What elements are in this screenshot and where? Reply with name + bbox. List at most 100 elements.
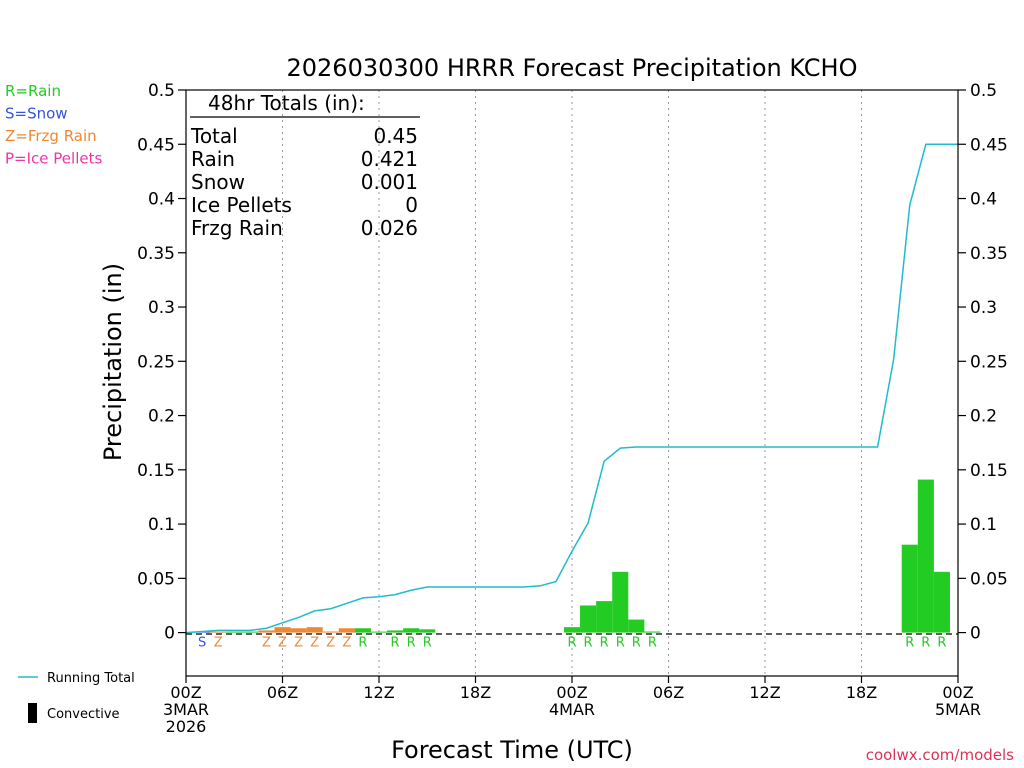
precip-bar <box>354 628 371 633</box>
y-tick-label: 0.05 <box>970 569 1008 589</box>
y-tick-label: 0.35 <box>970 244 1008 264</box>
x-tick-label: 18Z <box>846 683 877 702</box>
precip-bars <box>194 479 950 633</box>
x-tick-label: 00Z <box>170 683 201 702</box>
y-tick-label: 0.15 <box>137 461 175 481</box>
precip-bar <box>628 619 645 633</box>
precip-bar <box>338 628 355 633</box>
precip-bar <box>322 631 339 633</box>
precip-bar <box>242 631 259 633</box>
y-tick-label: 0.4 <box>148 190 175 210</box>
precip-bar <box>580 605 597 633</box>
x-tick-label: 2026 <box>166 717 207 736</box>
precip-type-label: R <box>921 636 930 651</box>
precip-type-label: Z <box>262 636 271 651</box>
series-legend-label: Convective <box>47 707 120 722</box>
grid-lines <box>282 90 862 676</box>
precip-bar <box>612 571 629 633</box>
precip-type-label: R <box>648 636 657 651</box>
y-tick-label: 0.5 <box>148 81 175 101</box>
totals-label: Ice Pellets <box>191 193 292 217</box>
totals-label: Frzg Rain <box>191 216 283 240</box>
precip-bar <box>258 630 275 633</box>
precip-bar <box>933 571 950 633</box>
totals-value: 0 <box>405 193 418 217</box>
precip-bar <box>226 631 243 633</box>
chart-title: 2026030300 HRRR Forecast Precipitation K… <box>287 54 858 82</box>
series-legend: Running Total Convective <box>18 671 135 723</box>
y-tick-label: 0.2 <box>970 407 997 427</box>
totals-label: Snow <box>191 170 245 194</box>
y-tick-label: 0.3 <box>970 298 997 318</box>
running-total-line <box>185 143 958 634</box>
type-legend: R=Rain S=Snow Z=Frzg Rain P=Ice Pellets <box>5 82 102 168</box>
x-tick-label: 12Z <box>749 683 780 702</box>
y-tick-label: 0.5 <box>970 81 997 101</box>
y-tick-label: 0.2 <box>148 407 175 427</box>
precip-type-label: R <box>423 636 432 651</box>
precip-bar <box>917 479 934 633</box>
convective-swatch <box>28 703 37 723</box>
y-tick-label: 0.45 <box>970 135 1008 155</box>
x-tick-label: 00Z <box>556 683 587 702</box>
precip-type-label: Z <box>310 636 319 651</box>
totals-label: Total <box>190 124 238 148</box>
totals-label: Rain <box>191 147 235 171</box>
precip-bar <box>274 627 291 633</box>
x-tick-label: 18Z <box>460 683 491 702</box>
precip-bar <box>901 544 918 633</box>
x-tick-label: 06Z <box>267 683 298 702</box>
precip-type-label: R <box>632 636 641 651</box>
precip-bar <box>387 630 404 633</box>
type-legend-item: R=Rain <box>5 82 61 100</box>
y-tick-label: 0.4 <box>970 190 997 210</box>
precip-bar <box>419 629 436 633</box>
precip-type-label: S <box>198 636 206 651</box>
precip-bar <box>403 628 420 633</box>
precip-type-label: R <box>905 636 914 651</box>
precip-bar <box>644 631 661 633</box>
precip-bar <box>596 601 613 633</box>
y-tick-label: 0.45 <box>137 135 175 155</box>
precip-type-label: R <box>407 636 416 651</box>
y-axis-left: 0 0.05 0.1 0.15 0.2 0.25 0.3 0.35 0.4 0.45 0.5 <box>137 81 186 644</box>
type-legend-item: S=Snow <box>5 105 68 123</box>
x-tick-label: 4MAR <box>549 700 595 719</box>
precip-type-label: R <box>567 636 576 651</box>
totals-value: 0.421 <box>361 147 418 171</box>
x-tick-label: 06Z <box>653 683 684 702</box>
precip-bar <box>210 631 227 633</box>
y-tick-label: 0 <box>164 624 175 644</box>
type-legend-item: P=Ice Pellets <box>5 150 102 168</box>
precip-bar <box>370 631 388 633</box>
x-tick-label: 5MAR <box>935 700 981 719</box>
precip-type-label: Z <box>342 636 351 651</box>
credit-text: coolwx.com/models <box>866 746 1014 764</box>
precip-type-label: R <box>600 636 609 651</box>
precip-type-label: Z <box>214 636 223 651</box>
precip-type-label: R <box>358 636 367 651</box>
y-tick-label: 0 <box>970 624 981 644</box>
y-axis-right: 0 0.05 0.1 0.15 0.2 0.25 0.3 0.35 0.4 0.45 0.5 <box>958 81 1008 644</box>
precip-bar <box>563 627 581 633</box>
precip-type-label: Z <box>326 636 335 651</box>
y-tick-label: 0.05 <box>137 569 175 589</box>
series-legend-label: Running Total <box>47 671 135 686</box>
y-tick-label: 0.3 <box>148 298 175 318</box>
totals-header: 48hr Totals (in): <box>208 91 365 115</box>
totals-value: 0.45 <box>373 124 418 148</box>
precip-type-label: R <box>584 636 593 651</box>
x-tick-label: 00Z <box>942 683 973 702</box>
x-tick-label: 12Z <box>363 683 394 702</box>
x-axis-label: Forecast Time (UTC) <box>391 736 633 764</box>
precip-type-label: R <box>391 636 400 651</box>
x-tick-label: 3MAR <box>163 700 209 719</box>
totals-box: 48hr Totals (in): Total 0.45 Rain 0.421 Snow… <box>190 91 420 240</box>
y-tick-label: 0.25 <box>137 352 175 372</box>
y-axis-label: Precipitation (in) <box>99 263 127 461</box>
precip-bar <box>290 628 307 633</box>
y-tick-label: 0.15 <box>970 461 1008 481</box>
